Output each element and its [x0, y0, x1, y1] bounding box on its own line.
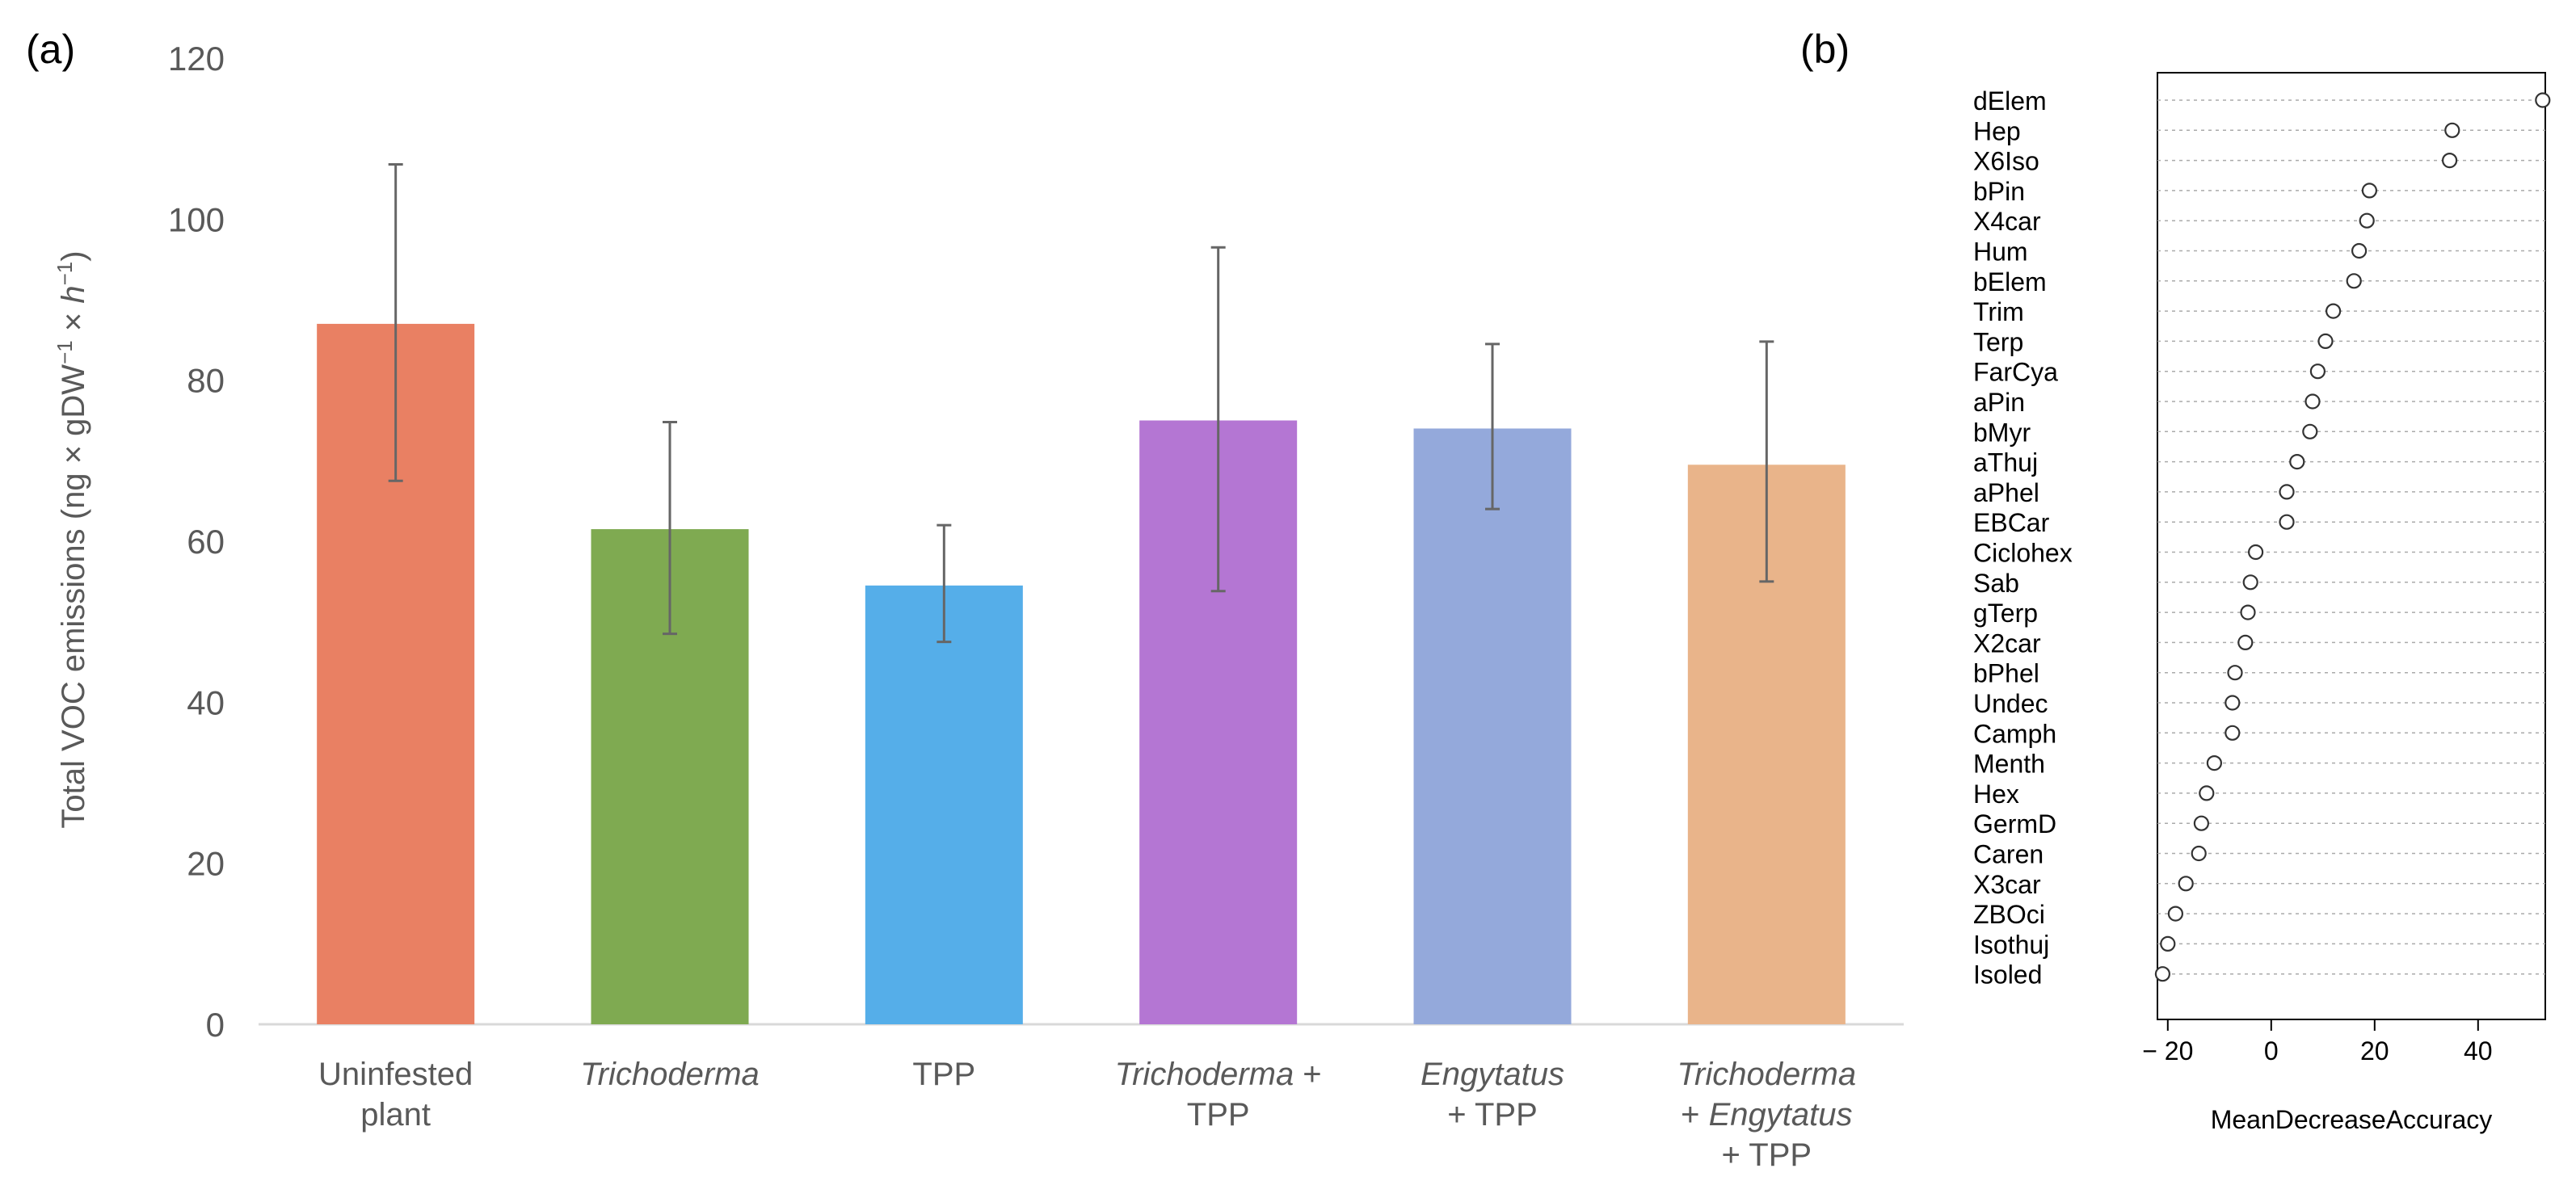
category-label: TPP	[912, 1057, 975, 1092]
x-tick-label: 20	[2360, 1036, 2389, 1065]
y-tick-label: 40	[187, 683, 225, 721]
importance-point	[2361, 183, 2377, 199]
variable-label: Isoled	[1973, 960, 2042, 990]
variable-label: Hep	[1973, 116, 2021, 145]
variable-label: aThuj	[1973, 448, 2038, 477]
error-bar	[1210, 246, 1226, 593]
error-bar	[937, 523, 952, 644]
importance-point	[2237, 634, 2254, 651]
importance-point	[2199, 785, 2215, 801]
category-label: Trichoderma + TPP	[1115, 1057, 1322, 1133]
variable-label: bElem	[1973, 267, 2047, 296]
variable-label: Camph	[1973, 719, 2056, 748]
category-label: Trichoderma + Engytatus + TPP	[1677, 1057, 1857, 1173]
variable-label: bPhel	[1973, 659, 2039, 688]
variable-label: bPin	[1973, 177, 2025, 206]
y-tick-label: 60	[187, 523, 225, 561]
variable-label: X3car	[1973, 870, 2041, 899]
plot-frame	[2157, 72, 2546, 1020]
panel-label-b: (b)	[1800, 27, 1850, 72]
variable-label: EBCar	[1973, 508, 2050, 537]
variable-label: gTerp	[1973, 599, 2038, 628]
importance-point	[2359, 212, 2375, 229]
variable-label: Sab	[1973, 569, 2019, 598]
category-label: Uninfested plant	[318, 1057, 473, 1133]
importance-point	[2326, 303, 2342, 319]
category-label: Trichoderma	[580, 1057, 760, 1092]
importance-point	[2444, 122, 2460, 138]
importance-point	[2240, 604, 2256, 620]
importance-point	[2309, 364, 2326, 380]
importance-point	[2160, 935, 2176, 952]
y-tick-label: 120	[168, 40, 225, 78]
importance-point	[2178, 876, 2194, 892]
panel-label-a: (a)	[26, 27, 75, 72]
variable-label: Undec	[1973, 689, 2048, 718]
variable-label: Terp	[1973, 327, 2023, 356]
variable-label: Trim	[1973, 297, 2024, 326]
variable-label: aPhel	[1973, 478, 2039, 507]
variable-label: ZBOci	[1973, 900, 2045, 929]
x-tick-label: 40	[2464, 1036, 2493, 1065]
importance-point	[2191, 845, 2207, 862]
y-tick-label: 0	[206, 1006, 225, 1044]
panel-a-bar-chart: (a) 0 20 40 60 80 100 120 Total VOC emissions (n…	[26, 27, 1904, 1173]
y-tick-label: 100	[168, 200, 225, 238]
variable-label: aPin	[1973, 388, 2025, 417]
panel-b-importance-plot: (b) dElemHepX6IsobPinX4carHumbElemTrimTer…	[1800, 27, 2551, 1134]
variable-label: GermD	[1973, 809, 2056, 838]
variable-label: X2car	[1973, 628, 2041, 658]
x-tick-label: 0	[2264, 1036, 2279, 1065]
y-axis-label: Total VOC emissions (ng × gDW−1 × h−1)	[53, 250, 91, 828]
variable-label: FarCya	[1973, 358, 2058, 387]
importance-point	[2225, 725, 2241, 741]
importance-point	[2535, 92, 2551, 108]
variable-label: dElem	[1973, 86, 2047, 116]
variable-label: Isothuj	[1973, 930, 2049, 959]
variable-label: X4car	[1973, 207, 2041, 236]
variable-label: bMyr	[1973, 418, 2031, 447]
importance-point	[2305, 393, 2321, 410]
importance-point	[2227, 665, 2243, 681]
error-bar	[1759, 340, 1774, 583]
variable-label: X6Iso	[1973, 147, 2039, 176]
importance-point	[2279, 514, 2295, 530]
importance-point	[2193, 815, 2209, 831]
importance-point	[2279, 484, 2295, 500]
bar	[1413, 428, 1572, 1024]
importance-point	[2346, 273, 2362, 289]
importance-point	[2167, 906, 2183, 922]
y-tick-label: 20	[187, 845, 225, 883]
importance-point	[2289, 453, 2305, 470]
importance-point	[2248, 544, 2264, 561]
x-tick-label: − 20	[2142, 1036, 2193, 1065]
x-axis-label: MeanDecreaseAccuracy	[2211, 1105, 2493, 1134]
importance-point	[2225, 695, 2241, 711]
importance-point	[2242, 574, 2258, 590]
variable-label: Hex	[1973, 780, 2019, 809]
variable-label: Ciclohex	[1973, 539, 2073, 568]
y-tick-label: 80	[187, 362, 225, 400]
category-label: Engytatus + TPP	[1421, 1057, 1564, 1133]
importance-point	[2442, 153, 2458, 169]
error-bar	[663, 420, 677, 636]
error-bar	[1485, 343, 1500, 511]
error-bar	[388, 163, 403, 482]
variable-label: Caren	[1973, 840, 2044, 869]
importance-point	[2302, 423, 2318, 439]
importance-point	[2351, 242, 2368, 259]
variable-label: Hum	[1973, 237, 2028, 267]
importance-point	[2206, 754, 2222, 771]
importance-point	[2317, 333, 2334, 349]
importance-point	[2154, 966, 2170, 982]
bar	[865, 585, 1023, 1024]
variable-label: Menth	[1973, 750, 2045, 779]
